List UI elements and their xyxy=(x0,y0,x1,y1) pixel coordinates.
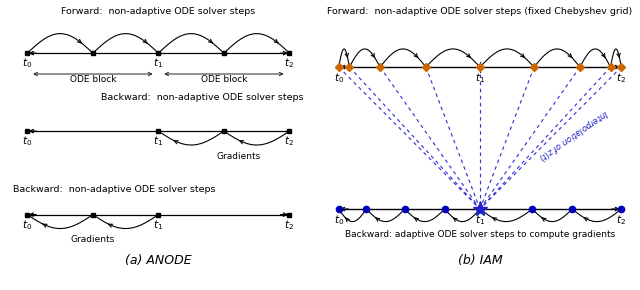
Text: $t_1$: $t_1$ xyxy=(475,71,485,85)
Text: $t_0$: $t_0$ xyxy=(333,71,344,85)
Text: Backward:  non-adaptive ODE solver steps: Backward: non-adaptive ODE solver steps xyxy=(101,93,303,102)
Text: (a) ANODE: (a) ANODE xyxy=(125,255,192,267)
Text: ODE block: ODE block xyxy=(70,75,116,84)
Text: $t_1$: $t_1$ xyxy=(154,135,163,148)
Text: $t_0$: $t_0$ xyxy=(22,135,33,148)
Text: $t_0$: $t_0$ xyxy=(22,57,33,70)
Text: $t_1$: $t_1$ xyxy=(154,218,163,232)
Text: $t_2$: $t_2$ xyxy=(285,57,294,70)
Text: ODE block: ODE block xyxy=(201,75,247,84)
Text: $t_2$: $t_2$ xyxy=(616,213,627,227)
Text: Forward:  non-adaptive ODE solver steps: Forward: non-adaptive ODE solver steps xyxy=(61,7,255,16)
Text: Gradients: Gradients xyxy=(71,235,115,244)
Text: $t_0$: $t_0$ xyxy=(333,213,344,227)
Text: $t_0$: $t_0$ xyxy=(22,218,33,232)
Text: $t_2$: $t_2$ xyxy=(616,71,627,85)
Text: $t_2$: $t_2$ xyxy=(285,135,294,148)
Text: $t_2$: $t_2$ xyxy=(285,218,294,232)
Text: Interpolation of $z(t)$: Interpolation of $z(t)$ xyxy=(536,106,611,164)
Text: $t_1$: $t_1$ xyxy=(475,213,485,227)
Text: Backward:  non-adaptive ODE solver steps: Backward: non-adaptive ODE solver steps xyxy=(13,185,215,194)
Text: Backward: adaptive ODE solver steps to compute gradients: Backward: adaptive ODE solver steps to c… xyxy=(345,230,615,239)
Text: Gradients: Gradients xyxy=(216,152,260,161)
Text: $t_1$: $t_1$ xyxy=(154,57,163,70)
Text: (b) IAM: (b) IAM xyxy=(458,255,502,267)
Text: Forward:  non-adaptive ODE solver steps (fixed Chebyshev grid): Forward: non-adaptive ODE solver steps (… xyxy=(328,7,632,16)
